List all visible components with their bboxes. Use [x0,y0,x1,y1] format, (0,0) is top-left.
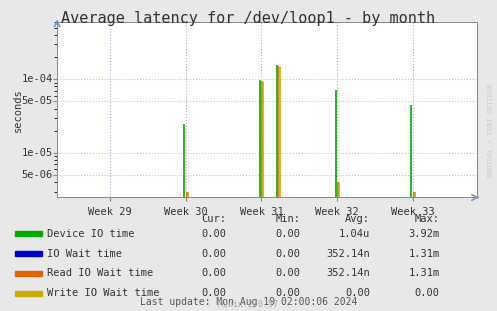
Bar [15,231,42,236]
Text: 0.00: 0.00 [345,288,370,298]
Bar [15,271,42,276]
Text: Write IO Wait time: Write IO Wait time [47,288,160,298]
Text: Munin 2.0.57: Munin 2.0.57 [219,300,278,309]
Text: 352.14n: 352.14n [327,268,370,278]
Text: Device IO time: Device IO time [47,229,135,239]
Text: 0.00: 0.00 [276,229,301,239]
Bar [15,291,42,296]
Text: 0.00: 0.00 [276,248,301,258]
Text: 0.00: 0.00 [201,248,226,258]
Text: 1e-05: 1e-05 [22,148,53,158]
Text: Cur:: Cur: [201,214,226,224]
Text: Avg:: Avg: [345,214,370,224]
Text: 5e-06: 5e-06 [22,170,53,180]
Bar [15,251,42,256]
Text: 0.00: 0.00 [415,288,440,298]
Text: RRDTOOL / TOBI OETIKER: RRDTOOL / TOBI OETIKER [488,84,494,177]
Text: IO Wait time: IO Wait time [47,248,122,258]
Text: Average latency for /dev/loop1 - by month: Average latency for /dev/loop1 - by mont… [62,11,435,26]
Text: 3.92m: 3.92m [409,229,440,239]
Text: 0.00: 0.00 [201,229,226,239]
Text: 0.00: 0.00 [201,268,226,278]
Text: 5e-05: 5e-05 [22,96,53,106]
Text: 352.14n: 352.14n [327,248,370,258]
Y-axis label: seconds: seconds [13,88,23,132]
Text: 0.00: 0.00 [201,288,226,298]
Text: 1.04u: 1.04u [339,229,370,239]
Text: 1.31m: 1.31m [409,268,440,278]
Text: 0.00: 0.00 [276,268,301,278]
Text: Min:: Min: [276,214,301,224]
Text: 1.31m: 1.31m [409,248,440,258]
Text: Last update: Mon Aug 19 02:00:06 2024: Last update: Mon Aug 19 02:00:06 2024 [140,297,357,307]
Text: Max:: Max: [415,214,440,224]
Text: 0.00: 0.00 [276,288,301,298]
Text: 1e-04: 1e-04 [22,74,53,84]
Text: Read IO Wait time: Read IO Wait time [47,268,154,278]
